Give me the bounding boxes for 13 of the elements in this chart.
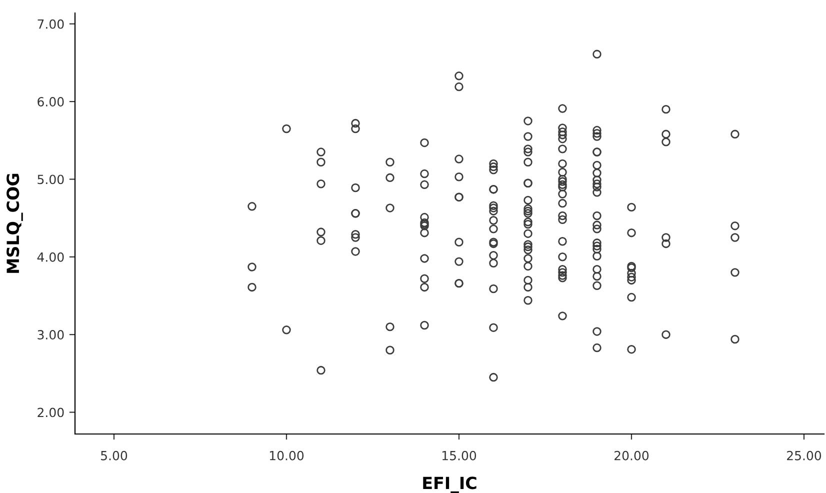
x-tick-label: 5.00 [101, 450, 128, 460]
y-tick-label: 2.00 [38, 408, 64, 418]
y-axis-title: MSLQ_COG [6, 174, 23, 273]
y-tick-label: 3.00 [38, 330, 64, 340]
x-axis-title: EFI_IC [423, 476, 476, 493]
y-tick-label: 4.00 [37, 252, 64, 262]
x-tick-label: 15.00 [442, 450, 476, 460]
y-tick-label: 6.00 [38, 97, 64, 106]
y-tick-label: 5.00 [38, 174, 64, 184]
x-tick-label: 10.00 [270, 450, 304, 460]
x-tick-label: 20.00 [614, 450, 649, 460]
x-tick-label: 25.00 [787, 450, 822, 460]
y-tick-label: 7.00 [38, 19, 64, 29]
